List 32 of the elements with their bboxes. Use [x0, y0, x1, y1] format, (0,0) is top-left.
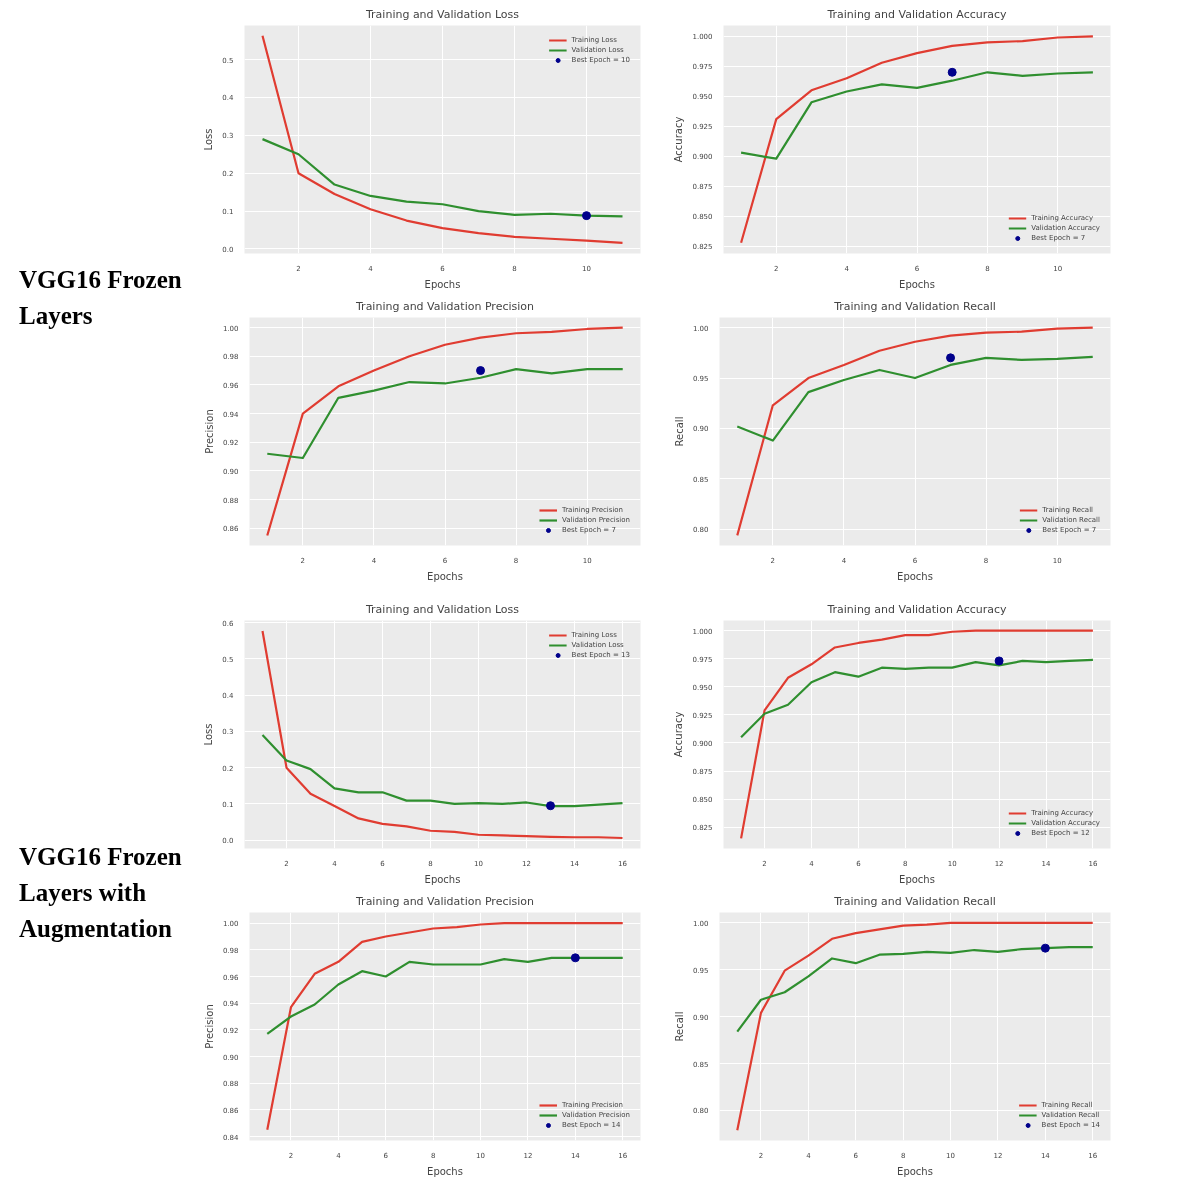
text: VGG16 Frozen Layers	[19, 264, 183, 331]
y-axis-title: Recall	[673, 1011, 685, 1042]
chart-title: Training and Validation Recall	[833, 299, 996, 313]
line-series	[261, 34, 624, 244]
x-axis-title: Epochs	[427, 1165, 463, 1177]
chart-title: Training and Validation Accuracy	[826, 7, 1008, 21]
chart-title: Training and Validation Precision	[355, 299, 535, 313]
text: VGG16 Frozen Layers with Augmentation	[19, 841, 183, 944]
line-series	[736, 355, 1094, 442]
y-axis-title: Precision	[203, 1004, 215, 1049]
chart-title: Training and Validation Loss	[364, 7, 520, 21]
y-axis-title: Accuracy	[673, 116, 685, 163]
x-axis-title: Epochs	[899, 278, 935, 290]
y-axis-title: Loss	[203, 128, 215, 151]
chart-title: Training and Validation Recall	[833, 894, 996, 908]
chart-title: Training and Validation Loss	[364, 602, 520, 616]
x-axis-title: Epochs	[427, 570, 463, 582]
x-axis-title: Epochs	[424, 873, 461, 885]
line-series	[739, 71, 1095, 160]
chart-title: Training and Validation Accuracy	[826, 602, 1008, 616]
y-axis-title: Accuracy	[673, 711, 685, 758]
x-axis-title: Epochs	[897, 570, 933, 582]
line-series	[266, 368, 624, 460]
chart-title: Training and Validation Precision	[355, 894, 535, 908]
line-series	[261, 629, 624, 840]
line-series	[739, 658, 1095, 739]
y-axis-title: Precision	[203, 409, 215, 454]
y-axis-title: Recall	[673, 416, 685, 447]
x-axis-title: Epochs	[897, 1165, 933, 1177]
y-axis-title: Loss	[203, 723, 215, 746]
x-axis-title: Epochs	[899, 873, 935, 885]
x-axis-title: Epochs	[424, 278, 461, 290]
